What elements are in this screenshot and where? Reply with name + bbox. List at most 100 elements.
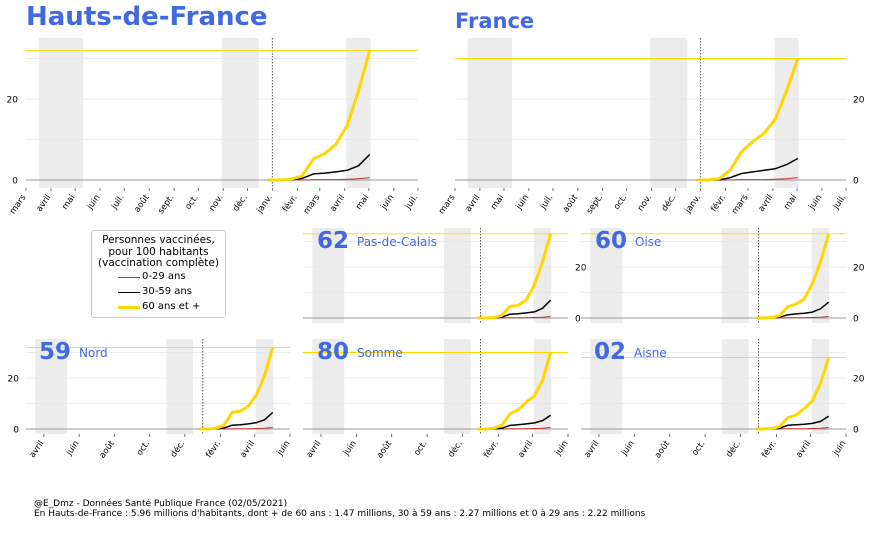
x-tick-label-0: avril [28, 439, 47, 460]
x-tick-label-11: févr. [280, 192, 300, 214]
x-tick-label-0: mars [8, 193, 29, 217]
y-tick-label-1: 20 [853, 96, 865, 106]
dep-60-name: Oise [635, 235, 662, 249]
legend-title-line-2: pour 100 habitants [108, 245, 209, 258]
y-tick-label-1: 20 [7, 96, 19, 106]
dep-02-name: Aisne [634, 346, 667, 360]
legend-swatch-30-59 [118, 291, 140, 293]
shaded-period-0 [312, 228, 345, 323]
shaded-period-1 [221, 38, 259, 188]
legend: Personnes vaccinées, pour 100 habitants … [91, 230, 226, 318]
x-tick-label-6: sept. [585, 193, 605, 216]
x-tick-label-1: juin [64, 439, 82, 458]
x-tick-label-2: mai [60, 193, 77, 212]
x-tick-label-2: mai [489, 193, 506, 212]
x-tick-label-6: avril [238, 439, 257, 460]
y-tick-label-0: 0 [853, 426, 859, 436]
x-tick-label-2: août [653, 438, 673, 460]
x-tick-label-10: janv. [255, 193, 275, 216]
x-tick-label-3: juin [85, 193, 103, 212]
dep-62-number: 62 [317, 228, 350, 254]
shaded-period-0 [467, 38, 513, 188]
x-tick-label-4: déc. [168, 438, 187, 459]
shaded-period-1 [443, 228, 471, 323]
panel-dep-62: 0 20 [303, 228, 587, 325]
x-tick-label-12: mars [302, 193, 323, 217]
y-tick-label-1: 20 [8, 375, 20, 385]
x-tick-label-0: mars [437, 193, 458, 217]
x-tick-label-8: nov. [207, 193, 225, 213]
series-line-2 [268, 49, 372, 182]
x-tick-label-14: mai [782, 193, 799, 212]
x-tick-label-5: févr. [203, 438, 223, 460]
x-tick-label-12: mars [730, 193, 751, 217]
dep-59-number: 59 [39, 339, 72, 365]
y-tick-label-0: 0 [13, 426, 19, 436]
y-tick-label-0: 0 [575, 315, 581, 325]
x-tick-label-5: août [561, 192, 581, 214]
x-tick-label-5: févr. [481, 438, 501, 460]
series-line-2 [477, 352, 553, 431]
dep-60-number: 60 [595, 228, 628, 254]
x-tick-label-0: avril [305, 439, 324, 460]
shaded-period-1 [721, 228, 749, 323]
legend-entry-0-29: 0-29 ans [118, 271, 186, 282]
x-tick-label-7: juin [553, 439, 571, 458]
x-tick-label-2: août [375, 438, 395, 460]
shaded-period-0 [38, 38, 84, 188]
x-tick-label-5: août [132, 192, 152, 214]
x-tick-label-2: août [98, 438, 118, 460]
shaded-period-1 [650, 38, 688, 188]
x-tick-label-4: déc. [446, 438, 465, 459]
x-tick-label-11: févr. [708, 192, 728, 214]
legend-title: Personnes vaccinées, pour 100 habitants … [92, 234, 225, 270]
x-tick-label-7: juin [831, 439, 849, 458]
series-line-2 [755, 233, 831, 320]
x-tick-label-7: juin [275, 439, 293, 458]
y-tick-label-0: 0 [12, 177, 18, 187]
x-tick-label-8: nov. [636, 193, 654, 213]
x-tick-label-15: juin [807, 193, 825, 212]
x-tick-label-1: avril [464, 193, 483, 214]
dep-80-number: 80 [317, 339, 350, 365]
dep-80-name: Somme [357, 346, 403, 360]
y-tick-label-1: 20 [853, 264, 865, 274]
y-tick-label-0: 0 [853, 177, 859, 187]
x-tick-label-5: févr. [759, 438, 779, 460]
series-line-2 [696, 58, 800, 182]
title-hauts-de-france: Hauts-de-France [26, 2, 268, 32]
x-tick-label-13: avril [328, 193, 347, 214]
legend-swatch-60-plus [118, 306, 140, 309]
shaded-period-0 [35, 339, 68, 434]
panel-dep-60: 0 20 [581, 228, 865, 325]
x-tick-label-16: juil. [831, 193, 848, 212]
dep-62-name: Pas-de-Calais [357, 235, 437, 249]
footer-population: En Hauts-de-France : 5.96 millions d'hab… [34, 509, 646, 519]
legend-title-line-3: (vaccination complète) [98, 257, 219, 269]
footer-credit: @E_Dmz - Données Santé Publique France (… [34, 499, 288, 509]
shaded-period-0 [590, 228, 623, 323]
x-tick-label-3: oct. [412, 439, 429, 458]
series-line-2 [199, 346, 275, 431]
x-tick-label-6: avril [516, 439, 535, 460]
legend-entry-60-plus: 60 ans et + [118, 301, 200, 312]
x-tick-label-9: déc. [230, 192, 249, 213]
x-tick-label-1: juin [341, 439, 359, 458]
y-tick-label-1: 20 [853, 375, 865, 385]
shaded-period-0 [590, 339, 623, 434]
y-tick-label-0: 0 [853, 315, 859, 325]
x-tick-label-3: oct. [135, 439, 152, 458]
legend-label-0-29: 0-29 ans [142, 271, 186, 282]
x-tick-label-1: avril [35, 193, 54, 214]
x-tick-label-15: juin [379, 193, 397, 212]
x-tick-label-3: juin [514, 193, 532, 212]
x-tick-label-14: mai [354, 193, 371, 212]
legend-title-line-1: Personnes vaccinées, [102, 234, 215, 246]
shaded-period-0 [312, 339, 345, 434]
x-tick-label-13: avril [757, 193, 776, 214]
dep-02-number: 02 [594, 339, 627, 365]
x-tick-label-6: sept. [156, 193, 176, 216]
